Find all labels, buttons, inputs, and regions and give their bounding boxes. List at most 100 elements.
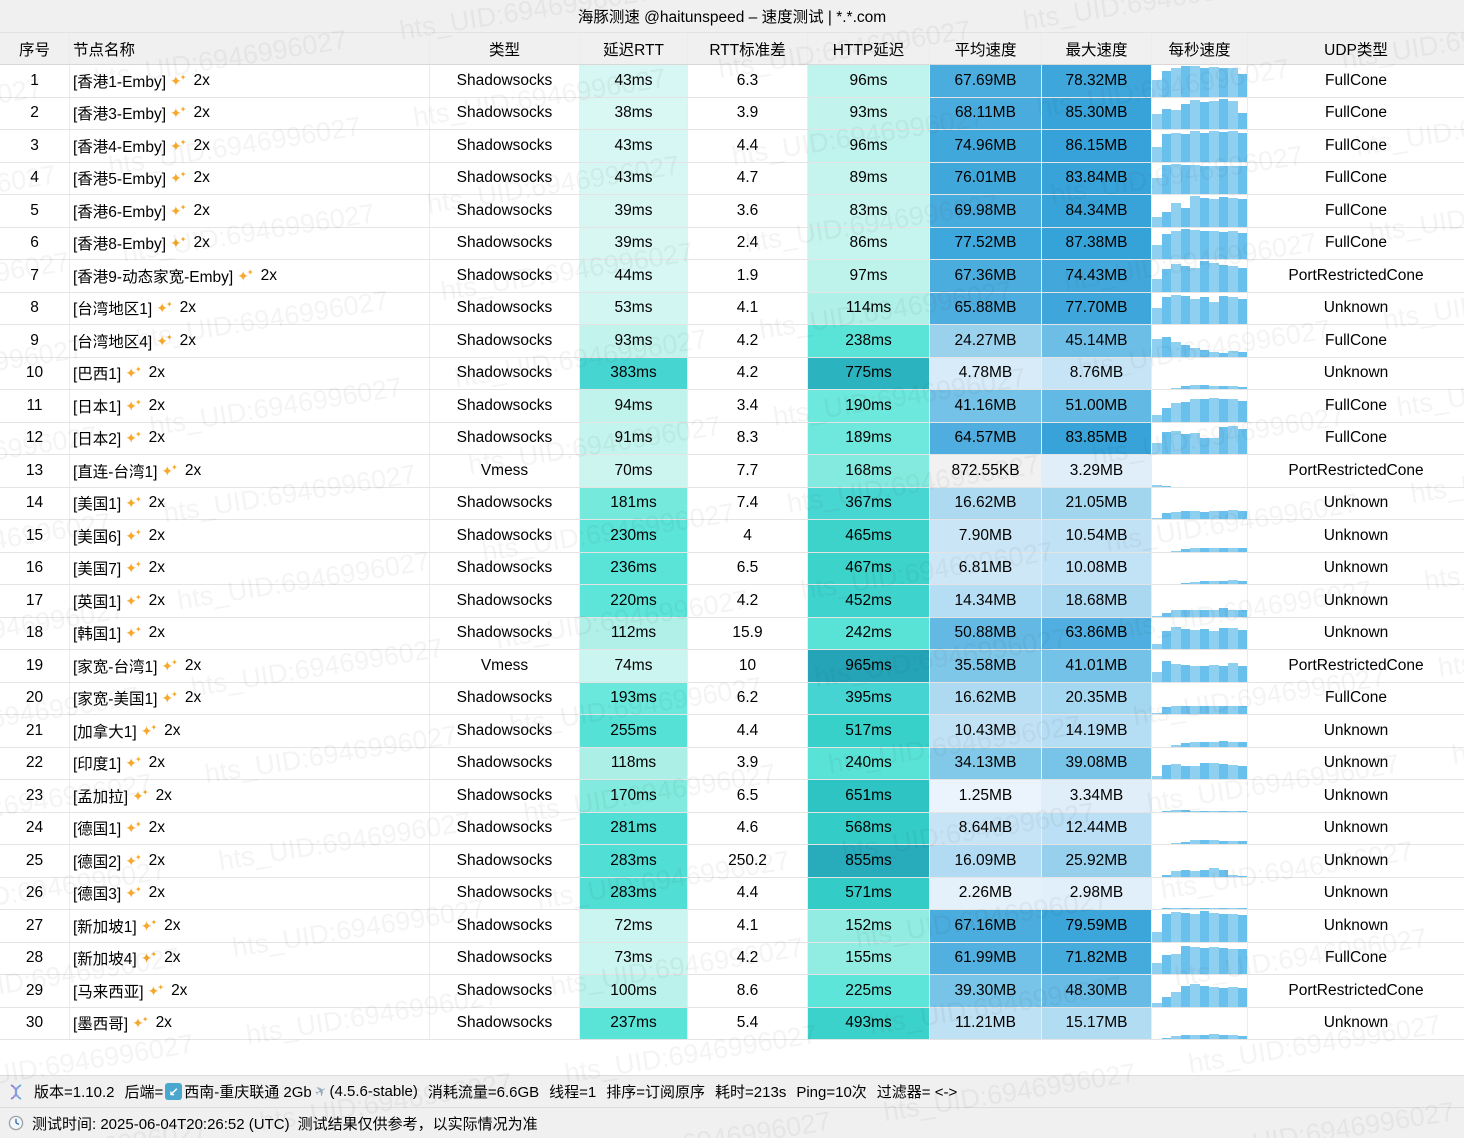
max-speed-cell: 51.00MB xyxy=(1042,390,1152,422)
speed-bar xyxy=(1180,665,1190,682)
speed-bar xyxy=(1237,810,1247,812)
speed-bar xyxy=(1237,112,1247,129)
udp-type-cell: FullCone xyxy=(1324,201,1388,219)
speed-bar xyxy=(1209,868,1219,877)
speed-bar xyxy=(1190,165,1200,194)
node-name-text: [香港3-Emby] xyxy=(73,106,167,124)
rtt-stddev-cell: 4.4 xyxy=(688,877,808,909)
node-multiplier: 2x xyxy=(148,429,166,447)
avg-speed-cell: 76.01MB xyxy=(930,162,1042,194)
udp-type-cell: Unknown xyxy=(1323,851,1389,869)
rtt-latency-cell: 38ms xyxy=(580,97,688,129)
speed-bar xyxy=(1199,810,1209,812)
node-name-text: [加拿大1] xyxy=(73,723,137,741)
node-type: Shadowsocks xyxy=(430,97,580,129)
max-speed-cell: 10.54MB xyxy=(1042,520,1152,552)
speed-bar xyxy=(1171,132,1181,162)
table-row: 13 [直连-台湾1] ✦✦ 2x Vmess 70ms 7.7 168ms 872.55KB 3… xyxy=(0,455,1464,488)
speed-bar xyxy=(1209,101,1219,129)
rtt-stddev-cell: 4.1 xyxy=(688,910,808,942)
speed-bar xyxy=(1161,764,1171,779)
speed-bar xyxy=(1237,401,1247,422)
max-speed-cell: 39.08MB xyxy=(1042,747,1152,779)
avg-speed-cell: 1.25MB xyxy=(930,780,1042,812)
speed-bar xyxy=(1209,397,1219,422)
table-row: 12 [日本2] ✦✦ 2x Shadowsocks 91ms 8.3 189ms 64.57M… xyxy=(0,422,1464,455)
node-multiplier: 2x xyxy=(148,364,166,382)
node-type: Shadowsocks xyxy=(430,975,580,1007)
speed-bars xyxy=(1152,163,1247,194)
per-second-speed-chart xyxy=(1152,227,1248,259)
avg-speed-cell: 4.78MB xyxy=(930,357,1042,389)
speed-bar xyxy=(1199,384,1209,389)
sparkles-icon: ✦✦ xyxy=(161,690,178,707)
node-multiplier: 2x xyxy=(193,234,210,252)
max-speed-cell: 74.43MB xyxy=(1042,260,1152,292)
http-latency-cell: 465ms xyxy=(808,520,930,552)
speed-bar xyxy=(1199,512,1209,519)
speed-bar xyxy=(1180,433,1190,454)
speed-bar xyxy=(1180,1034,1190,1039)
rtt-stddev-cell: 6.5 xyxy=(688,780,808,812)
row-index: 27 xyxy=(0,910,70,942)
rtt-latency-cell: 70ms xyxy=(580,455,688,487)
node-multiplier: 2x xyxy=(155,786,172,804)
rtt-stddev-cell: 3.9 xyxy=(688,97,808,129)
speed-bar xyxy=(1218,948,1228,974)
speed-bar xyxy=(1218,231,1228,259)
speed-bar xyxy=(1171,626,1181,649)
node-type: Shadowsocks xyxy=(430,877,580,909)
speed-bar xyxy=(1199,706,1209,714)
speed-bar xyxy=(1171,403,1181,422)
speed-bars xyxy=(1152,650,1247,682)
rtt-stddev-cell: 6.3 xyxy=(688,65,808,97)
row-index: 4 xyxy=(0,162,70,194)
row-index: 25 xyxy=(0,845,70,877)
node-type: Vmess xyxy=(430,650,580,682)
speed-bar xyxy=(1161,212,1171,227)
node-name-text: [英国1] xyxy=(73,593,122,611)
node-type: Shadowsocks xyxy=(430,812,580,844)
node-name: [美国7] ✦✦ 2x xyxy=(70,552,430,584)
speed-bar xyxy=(1199,547,1209,552)
node-multiplier: 2x xyxy=(148,819,166,837)
node-name: [香港1-Emby] ✦✦ 2x xyxy=(70,65,430,97)
per-second-speed-chart xyxy=(1152,975,1248,1007)
speed-bar xyxy=(1171,744,1181,747)
speed-bar xyxy=(1237,352,1247,357)
speed-bars xyxy=(1152,195,1247,227)
rtt-latency-cell: 383ms xyxy=(580,357,688,389)
node-name-text: [台湾地区4] xyxy=(73,333,153,351)
per-second-speed-chart xyxy=(1152,162,1248,194)
speed-bar xyxy=(1209,511,1219,519)
speed-bars xyxy=(1152,390,1247,422)
speed-bar xyxy=(1190,347,1200,357)
http-latency-cell: 517ms xyxy=(808,715,930,747)
node-multiplier: 2x xyxy=(184,461,202,479)
column-header-2: 类型 xyxy=(430,33,580,64)
max-speed-cell: 45.14MB xyxy=(1042,325,1152,357)
per-second-speed-chart xyxy=(1152,487,1248,519)
speed-bar xyxy=(1218,608,1228,617)
table-row: 9 [台湾地区4] ✦✦ 2x Shadowsocks 93ms 4.2 238ms 24.27… xyxy=(0,325,1464,358)
speed-bar xyxy=(1180,743,1190,747)
node-type: Shadowsocks xyxy=(430,715,580,747)
speed-bar xyxy=(1228,913,1238,942)
node-type: Shadowsocks xyxy=(430,1007,580,1039)
speed-bar xyxy=(1190,229,1200,259)
avg-speed-cell: 74.96MB xyxy=(930,130,1042,162)
max-speed-cell: 3.29MB xyxy=(1042,455,1152,487)
udp-type-cell: FullCone xyxy=(1324,234,1388,252)
max-speed-cell: 12.44MB xyxy=(1042,812,1152,844)
speed-bar xyxy=(1209,665,1219,682)
udp-type-cell: Unknown xyxy=(1323,916,1389,934)
speed-bar xyxy=(1228,874,1238,877)
udp-type-cell: FullCone xyxy=(1324,104,1388,122)
speed-bar xyxy=(1161,661,1171,682)
speed-bar xyxy=(1209,351,1219,357)
speed-bar xyxy=(1209,986,1219,1007)
rtt-stddev-cell: 4.2 xyxy=(688,942,808,974)
speed-bar xyxy=(1218,627,1228,649)
node-type: Shadowsocks xyxy=(430,910,580,942)
